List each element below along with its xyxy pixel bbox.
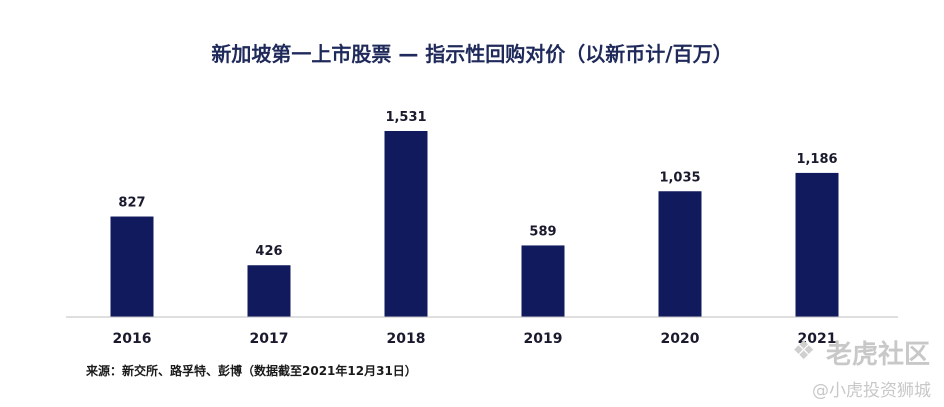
bar-2021 xyxy=(795,172,839,317)
value-label-2021: 1,186 xyxy=(796,152,837,167)
x-tick-2016: 2016 xyxy=(113,331,152,347)
bars-layer xyxy=(110,131,839,317)
bar-2016 xyxy=(110,216,154,317)
chart-title: 新加坡第一上市股票 — 指示性回购对价（以新币计/百万） xyxy=(211,42,733,66)
tiger-paw-icon: ❖ xyxy=(792,336,816,366)
bar-2018 xyxy=(384,131,428,317)
bar-2019 xyxy=(521,245,565,317)
x-tick-labels-layer: 2016 2017 2018 2019 2020 2021 xyxy=(113,331,837,347)
value-label-2017: 426 xyxy=(255,244,282,259)
x-tick-2017: 2017 xyxy=(250,331,289,347)
bar-2017 xyxy=(247,265,291,317)
watermark-title: 老虎社区 xyxy=(826,340,931,370)
value-label-2016: 827 xyxy=(118,196,145,211)
value-label-2018: 1,531 xyxy=(385,110,426,125)
x-tick-2020: 2020 xyxy=(661,331,700,347)
value-label-2020: 1,035 xyxy=(659,170,700,185)
value-label-2019: 589 xyxy=(529,224,556,239)
bar-2020 xyxy=(658,191,702,317)
source-note: 来源：新交所、路孚特、彭博（数据截至2021年12月31日） xyxy=(86,364,417,378)
watermark-handle: @小虎投资狮城 xyxy=(812,381,931,401)
x-tick-2018: 2018 xyxy=(387,331,426,347)
x-tick-2019: 2019 xyxy=(524,331,563,347)
x-tick-2021: 2021 xyxy=(798,331,837,347)
value-labels-layer: 827 426 1,531 589 1,035 1,186 xyxy=(118,110,837,259)
